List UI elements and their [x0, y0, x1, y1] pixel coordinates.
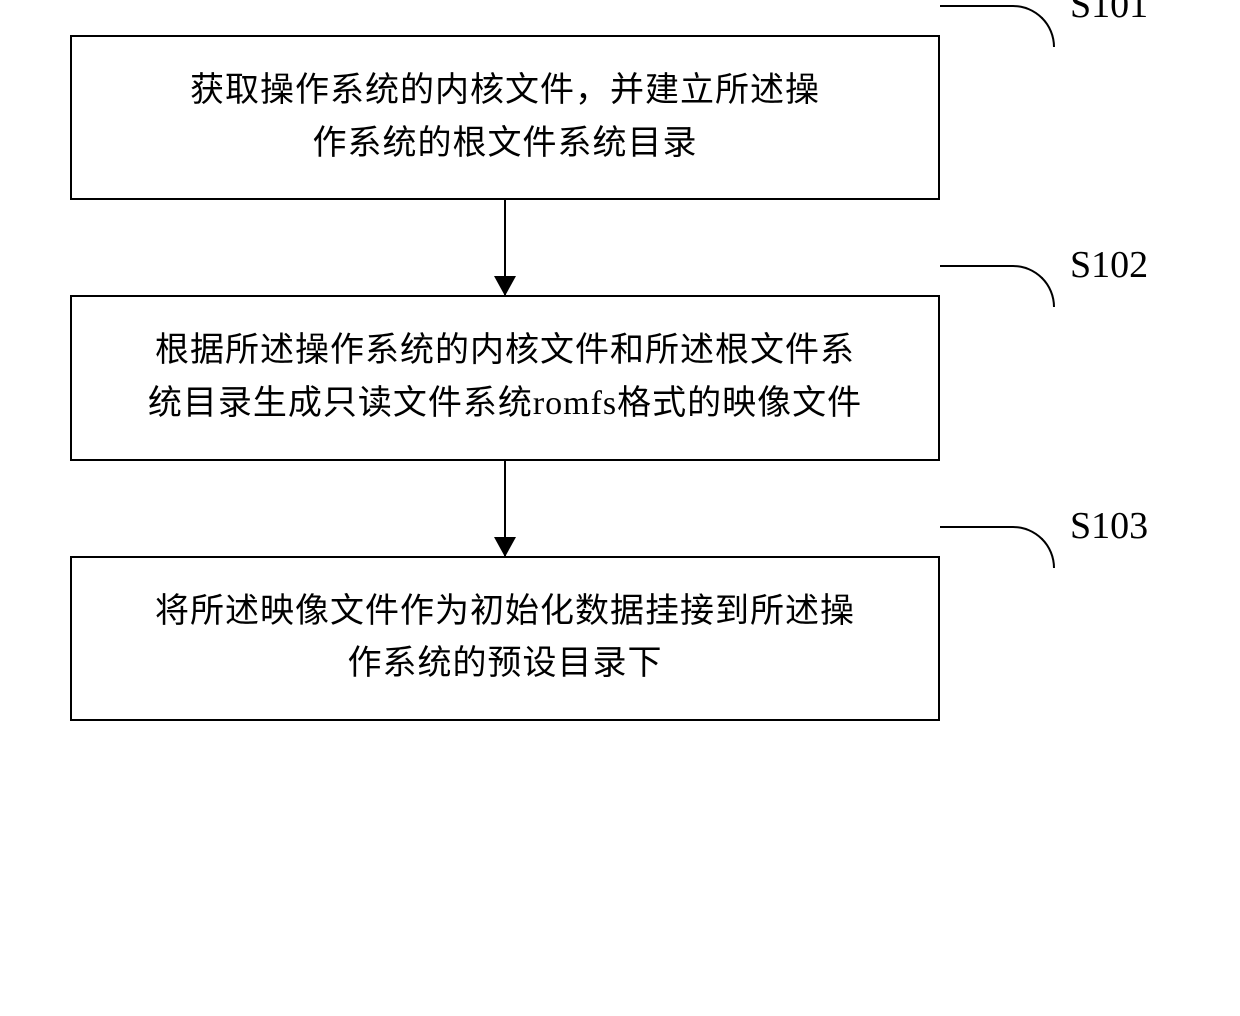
step-row-2: 根据所述操作系统的内核文件和所述根文件系 统目录生成只读文件系统romfs格式的…	[70, 295, 1170, 460]
step-box-s101: 获取操作系统的内核文件，并建立所述操 作系统的根文件系统目录	[70, 35, 940, 200]
leader-line	[940, 526, 1055, 568]
arrow-head-icon	[494, 537, 516, 557]
leader-line	[940, 5, 1055, 47]
step-text-line: 统目录生成只读文件系统romfs格式的映像文件	[112, 378, 898, 431]
arrow-s101-s102	[70, 200, 940, 295]
step-text-line: 获取操作系统的内核文件，并建立所述操	[112, 65, 898, 118]
step-label-s101: S101	[1070, 0, 1148, 27]
step-text-line: 作系统的根文件系统目录	[112, 118, 898, 171]
step-text-line: 作系统的预设目录下	[112, 638, 898, 691]
step-label-s103: S103	[1070, 504, 1148, 548]
step-text-line: 根据所述操作系统的内核文件和所述根文件系	[112, 325, 898, 378]
leader-line	[940, 265, 1055, 307]
step-label-s102: S102	[1070, 243, 1148, 287]
flowchart-diagram: 获取操作系统的内核文件，并建立所述操 作系统的根文件系统目录 S101 根据所述…	[70, 35, 1170, 721]
step-row-3: 将所述映像文件作为初始化数据挂接到所述操 作系统的预设目录下 S103	[70, 556, 1170, 721]
arrow-s102-s103	[70, 461, 940, 556]
step-text-line: 将所述映像文件作为初始化数据挂接到所述操	[112, 586, 898, 639]
arrow-head-icon	[494, 276, 516, 296]
step-box-s102: 根据所述操作系统的内核文件和所述根文件系 统目录生成只读文件系统romfs格式的…	[70, 295, 940, 460]
step-box-s103: 将所述映像文件作为初始化数据挂接到所述操 作系统的预设目录下	[70, 556, 940, 721]
step-row-1: 获取操作系统的内核文件，并建立所述操 作系统的根文件系统目录 S101	[70, 35, 1170, 200]
